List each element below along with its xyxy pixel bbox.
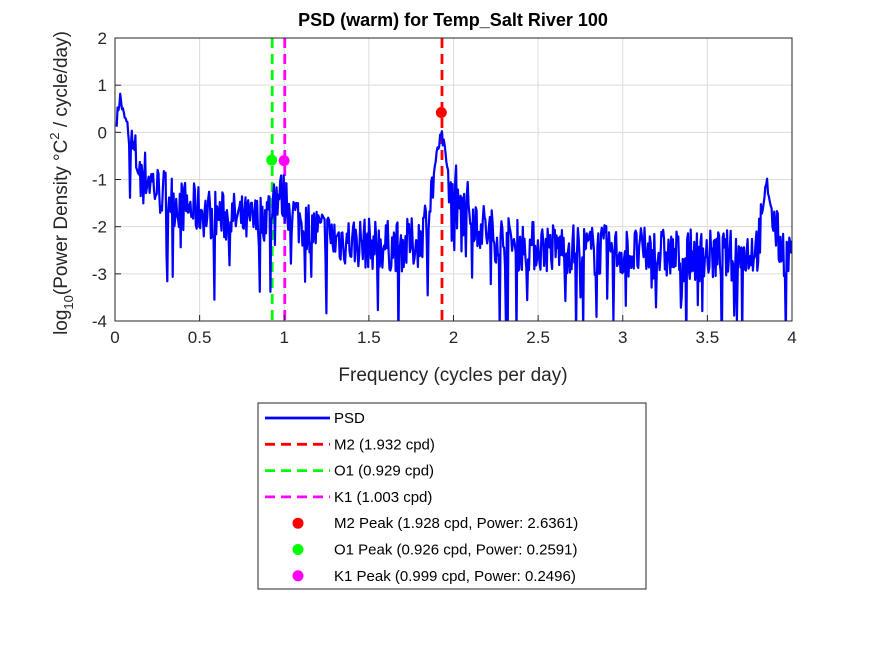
y-tick-label: -1 <box>92 171 107 190</box>
legend-label: M2 Peak (1.928 cpd, Power: 2.6361) <box>334 515 578 532</box>
x-tick-label: 0.5 <box>188 328 212 347</box>
x-tick-label: 3 <box>618 328 627 347</box>
x-tick-label: 4 <box>787 328 796 347</box>
y-tick-label: -3 <box>92 265 107 284</box>
o1-peak-marker <box>266 154 278 166</box>
psd-line <box>115 92 792 321</box>
y-tick-label: -4 <box>92 312 107 331</box>
y-tick-label: -2 <box>92 218 107 237</box>
x-tick-label: 1.5 <box>357 328 381 347</box>
legend-marker <box>292 517 304 529</box>
x-tick-label: 1 <box>280 328 289 347</box>
m2-peak-marker <box>435 107 447 119</box>
y-axis-ticks: 2 1 0 -1 -2 -3 -4 <box>92 29 121 331</box>
y-tick-label: 0 <box>98 123 107 142</box>
legend-marker <box>292 570 304 582</box>
psd-series-group <box>115 92 792 321</box>
legend-label: O1 (0.929 cpd) <box>334 463 434 480</box>
k1-peak-marker <box>278 155 290 167</box>
x-tick-label: 2.5 <box>526 328 550 347</box>
y-axis-label: log10(Power Density °C2 / cycle/day) <box>47 31 76 335</box>
x-axis-ticks: 0 0.5 1 1.5 2 2.5 3 3.5 4 <box>110 315 797 347</box>
legend-marker <box>292 544 304 555</box>
x-tick-label: 3.5 <box>696 328 720 347</box>
chart-title: PSD (warm) for Temp_Salt River 100 <box>298 10 608 30</box>
x-axis-label: Frequency (cycles per day) <box>338 365 567 386</box>
legend-label: M2 (1.932 cpd) <box>334 436 435 453</box>
legend-label: PSD <box>334 410 365 427</box>
legend: PSD M2 (1.932 cpd) O1 (0.929 cpd) K1 (1.003… <box>257 402 647 590</box>
x-tick-label: 0 <box>110 328 119 347</box>
legend-label: K1 Peak (0.999 cpd, Power: 0.2496) <box>334 568 576 585</box>
y-tick-label: 2 <box>98 29 107 48</box>
legend-label: O1 Peak (0.926 cpd, Power: 0.2591) <box>334 542 577 559</box>
x-tick-label: 2 <box>449 328 458 347</box>
peak-markers <box>266 107 447 167</box>
legend-label: K1 (1.003 cpd) <box>334 489 432 506</box>
y-tick-label: 1 <box>98 76 107 95</box>
